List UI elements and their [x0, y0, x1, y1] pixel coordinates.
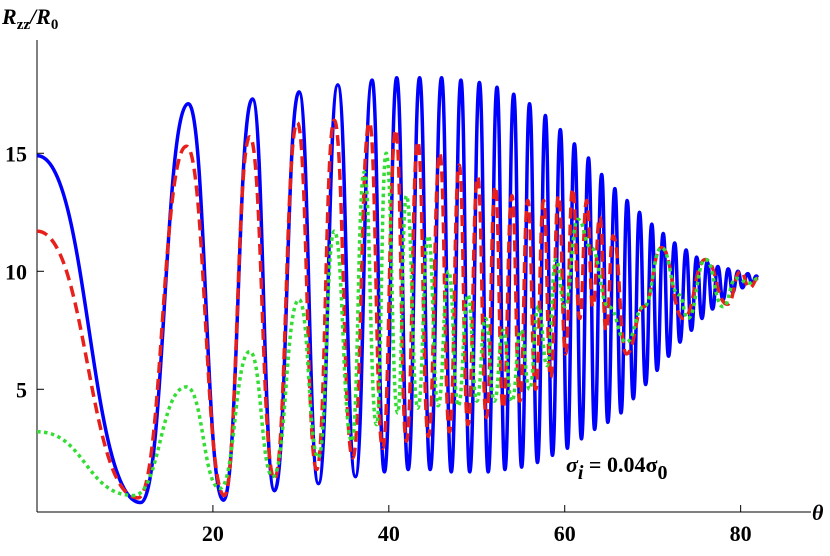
- y-label-part: R: [1, 4, 17, 29]
- x-tick-label: 60: [554, 521, 576, 546]
- x-tick-label: 80: [730, 521, 752, 546]
- x-axis-label: θ: [812, 500, 824, 525]
- annotation-part: = 0.04σ: [583, 452, 657, 477]
- y-label-sub: zz: [17, 17, 31, 33]
- annotation: σi = 0.04σ0: [566, 452, 667, 484]
- annotation-sub: 0: [657, 462, 667, 484]
- x-tick-label: 20: [202, 521, 224, 546]
- y-label-part: /R: [28, 4, 51, 29]
- annotation-part: σ: [566, 452, 579, 477]
- y-axis-label: Rzz/R0: [1, 4, 58, 33]
- y-tick-label: 15: [5, 141, 27, 166]
- annotation-sub: i: [578, 462, 584, 484]
- series-line: [36, 76, 760, 505]
- series-line: [36, 118, 759, 500]
- x-tick-label: 40: [378, 521, 400, 546]
- y-label-sub: 0: [51, 17, 59, 33]
- y-tick-label: 5: [16, 377, 27, 402]
- y-tick-label: 10: [5, 259, 27, 284]
- series-line: [36, 151, 759, 498]
